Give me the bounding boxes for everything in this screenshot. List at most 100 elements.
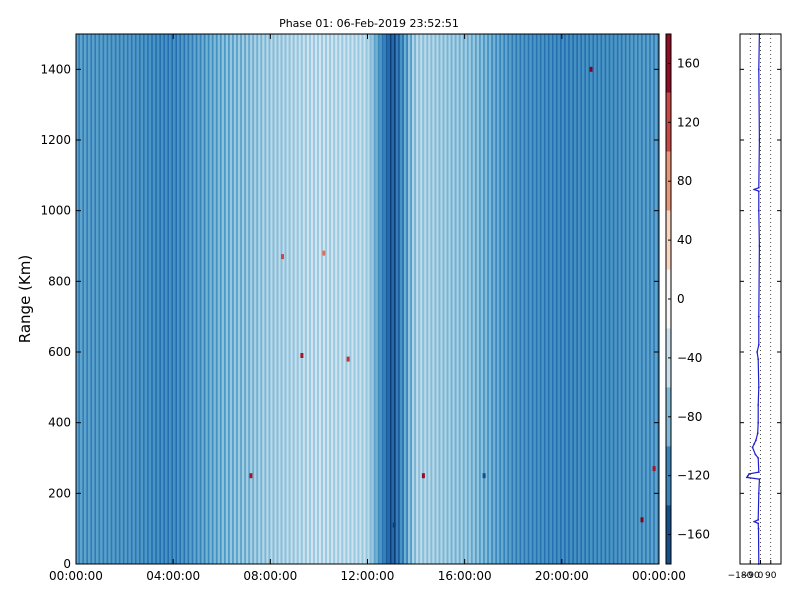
- heatmap-column: [359, 34, 362, 564]
- heatmap-outlier-cell: [421, 473, 425, 479]
- heatmap-column: [428, 34, 431, 564]
- heatmap-column: [351, 34, 354, 564]
- heatmap-column: [424, 34, 427, 564]
- heatmap-column-gap: [143, 34, 145, 564]
- heatmap-column-gap: [207, 34, 210, 564]
- colorbar-tick-label: 40: [677, 233, 692, 247]
- heatmap-column: [217, 34, 220, 564]
- heatmap-column: [493, 34, 496, 564]
- heatmap-column: [124, 34, 127, 564]
- heatmap-column-gap: [276, 34, 279, 564]
- heatmap-column: [634, 34, 637, 564]
- heatmap-outlier-cell: [300, 353, 304, 358]
- heatmap-column-gap: [321, 34, 323, 564]
- heatmap-column-gap: [341, 34, 344, 564]
- heatmap-column: [250, 34, 253, 564]
- heatmap-column-gap: [511, 34, 514, 564]
- heatmap-column: [391, 34, 395, 564]
- heatmap-outlier-cell: [640, 517, 644, 523]
- heatmap-column-gap: [373, 34, 376, 564]
- heatmap-column-gap: [543, 34, 546, 564]
- heatmap-column: [246, 34, 249, 564]
- heatmap-column: [416, 34, 419, 564]
- heatmap-outlier-cell: [392, 522, 396, 528]
- heatmap-column: [654, 34, 658, 564]
- heatmap-column: [622, 34, 625, 564]
- heatmap-column-gap: [519, 34, 522, 564]
- heatmap-column-gap: [604, 34, 607, 564]
- profile-point: [757, 404, 760, 406]
- heatmap-column-gap: [219, 34, 222, 564]
- heatmap-column-gap: [369, 34, 372, 564]
- heatmap-column: [140, 34, 144, 564]
- heatmap-column-gap: [527, 34, 530, 564]
- heatmap-column: [444, 34, 447, 564]
- heatmap-column: [420, 34, 423, 564]
- heatmap-column: [505, 34, 508, 564]
- colorbar-tick-label: −160: [677, 528, 710, 542]
- heatmap-column: [201, 34, 204, 564]
- heatmap-column-gap: [155, 34, 157, 564]
- main-axis-ticks: 00:00:00 04:00:00 08:00:00 12:00:00 16:00:00…: [40, 34, 686, 583]
- heatmap-column: [278, 34, 281, 564]
- heatmap-column-gap: [438, 34, 441, 564]
- heatmap-column: [610, 34, 613, 564]
- heatmap-column-gap: [78, 34, 81, 564]
- heatmap-outlier-cell: [346, 356, 350, 362]
- profile-point: [751, 446, 754, 449]
- heatmap-column-gap: [596, 34, 599, 564]
- profile-point: [754, 453, 757, 456]
- heatmap-column: [355, 34, 358, 564]
- heatmap-column-gap: [458, 34, 461, 564]
- heatmap-column: [480, 34, 484, 564]
- heatmap-column: [399, 34, 403, 564]
- heatmap-column-gap: [470, 34, 473, 564]
- heatmap-column: [229, 34, 233, 564]
- heatmap-column: [565, 34, 569, 564]
- heatmap-column: [88, 34, 91, 564]
- heatmap-column-gap: [357, 34, 360, 564]
- heatmap-column: [148, 34, 152, 564]
- heatmap-column: [412, 34, 415, 564]
- y-tick-label: 400: [48, 416, 71, 430]
- heatmap-column: [553, 34, 556, 564]
- heatmap-column: [468, 34, 471, 564]
- heatmap-column-gap: [361, 34, 364, 564]
- heatmap-column-gap: [232, 34, 234, 564]
- heatmap-column: [290, 34, 293, 564]
- heatmap-column: [509, 34, 512, 564]
- heatmap-column: [92, 34, 95, 564]
- heatmap-column: [363, 34, 366, 564]
- heatmap-column-gap: [531, 34, 534, 564]
- heatmap-column: [598, 34, 601, 564]
- heatmap-column: [343, 34, 346, 564]
- heatmap-column-gap: [588, 34, 591, 564]
- heatmap-column-gap: [228, 34, 230, 564]
- heatmap-column-gap: [199, 34, 202, 564]
- heatmap-column-gap: [600, 34, 603, 564]
- heatmap-column: [209, 34, 212, 564]
- heatmap-column: [440, 34, 443, 564]
- profile-point: [757, 386, 760, 389]
- heatmap-column: [501, 34, 504, 564]
- heatmap-column-gap: [195, 34, 198, 564]
- heatmap-column-gap: [584, 34, 587, 564]
- heatmap-column-gap: [418, 34, 421, 564]
- x-tick-label: 04:00:00: [146, 569, 200, 583]
- profile-point: [756, 432, 759, 435]
- heatmap-column: [327, 34, 330, 564]
- heatmap-column: [282, 34, 285, 564]
- heatmap-column: [258, 34, 261, 564]
- profile-point: [757, 209, 760, 212]
- profile-point: [757, 315, 760, 318]
- heatmap-column-gap: [86, 34, 89, 564]
- heatmap-column-gap: [523, 34, 526, 564]
- heatmap-column: [286, 34, 289, 564]
- heatmap-column: [225, 34, 229, 564]
- profile-x-tick-label: −90: [741, 571, 760, 581]
- heatmap-column-gap: [304, 34, 307, 564]
- heatmap-column: [169, 34, 172, 564]
- heatmap-column-gap: [466, 34, 469, 564]
- heatmap-column-gap: [337, 34, 340, 564]
